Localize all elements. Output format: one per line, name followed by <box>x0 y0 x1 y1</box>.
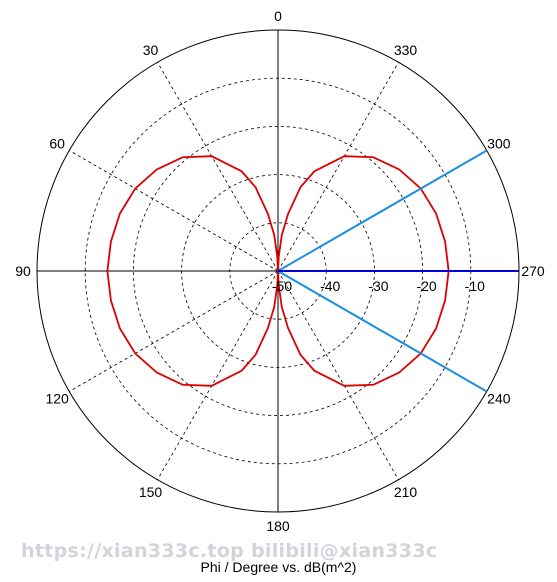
angle-tick-label: 300 <box>487 136 511 152</box>
x-axis-label: Phi / Degree vs. dB(m^2) <box>200 559 357 575</box>
grid-spoke <box>157 62 279 272</box>
angle-tick-label: 270 <box>521 263 545 279</box>
angle-tick-label: 0 <box>274 8 282 24</box>
angle-tick-label: 240 <box>487 391 511 407</box>
radial-tick-label: -40 <box>320 278 340 294</box>
angle-tick-label: 60 <box>49 136 65 152</box>
direction-marker-line <box>277 149 488 272</box>
radial-tick-label: -10 <box>465 278 485 294</box>
grid-spoke <box>157 270 279 480</box>
angle-tick-label: 90 <box>15 263 31 279</box>
angle-tick-label: 120 <box>45 391 69 407</box>
angle-tick-label: 30 <box>143 42 159 58</box>
radial-tick-label: -20 <box>416 278 436 294</box>
angle-tick-label: 180 <box>266 518 290 534</box>
angle-tick-label: 150 <box>139 484 163 500</box>
series-layer <box>106 149 519 393</box>
grid-spoke <box>277 62 399 272</box>
angle-tick-label: 330 <box>394 42 418 58</box>
radial-tick-label: -50 <box>272 278 292 294</box>
watermark: https://xian333c.top bilibili@xian333c <box>21 540 438 562</box>
direction-marker-line <box>277 270 488 393</box>
angle-tick-label: 210 <box>394 484 418 500</box>
radial-tick-label: -30 <box>368 278 388 294</box>
grid-spoke <box>69 150 279 272</box>
grid-spoke <box>69 270 279 392</box>
grid-spoke <box>277 270 399 480</box>
tick-labels: 0 30 60 90 120 150 180 210 240 270 300 330 -50 -40 -30… <box>15 8 545 534</box>
